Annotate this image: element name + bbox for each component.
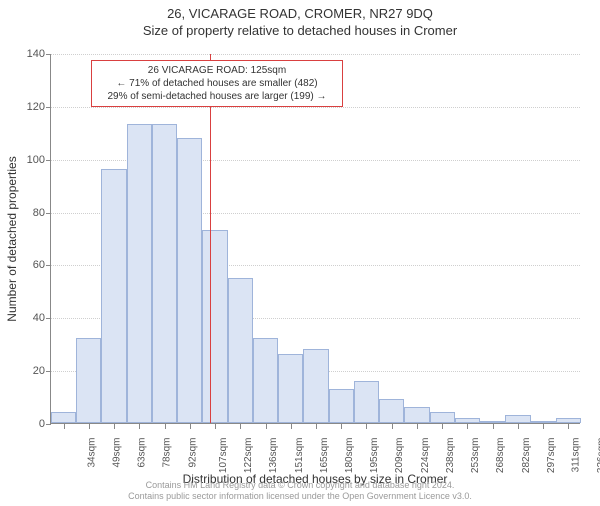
y-axis-label: Number of detached properties: [5, 156, 19, 321]
ytick-label: 120: [15, 101, 45, 113]
xtick-mark: [266, 424, 267, 429]
histogram-bar: [152, 124, 177, 423]
property-callout: 26 VICARAGE ROAD: 125sqm← 71% of detache…: [91, 60, 343, 107]
callout-line: 29% of semi-detached houses are larger (…: [98, 90, 336, 103]
xtick-mark: [240, 424, 241, 429]
xtick-mark: [139, 424, 140, 429]
property-marker-line: [210, 54, 211, 423]
histogram-bar: [101, 169, 126, 423]
histogram-bar: [480, 421, 505, 423]
histogram-bar: [51, 412, 76, 423]
histogram-bar: [354, 381, 379, 423]
histogram-bar: [430, 412, 455, 423]
xtick-mark: [64, 424, 65, 429]
histogram-bar: [177, 138, 202, 423]
ytick-mark: [46, 424, 51, 425]
histogram-bar: [556, 418, 581, 423]
xtick-mark: [316, 424, 317, 429]
histogram-bar: [505, 415, 530, 423]
histogram-bar: [455, 418, 480, 423]
ytick-label: 40: [15, 312, 45, 324]
histogram-bar: [127, 124, 152, 423]
xtick-mark: [114, 424, 115, 429]
xtick-label: 326sqm: [596, 438, 600, 474]
xtick-mark: [89, 424, 90, 429]
xtick-mark: [442, 424, 443, 429]
xtick-label: 107sqm: [218, 438, 229, 474]
xtick-label: 253sqm: [470, 438, 481, 474]
ytick-mark: [46, 160, 51, 161]
xtick-label: 238sqm: [445, 438, 456, 474]
histogram-bar: [379, 399, 404, 423]
xtick-label: 136sqm: [268, 438, 279, 474]
footer-attribution: Contains HM Land Registry data © Crown c…: [0, 480, 600, 503]
xtick-mark: [291, 424, 292, 429]
xtick-label: 282sqm: [521, 438, 532, 474]
xtick-mark: [568, 424, 569, 429]
xtick-label: 49sqm: [111, 438, 122, 468]
histogram-bar: [404, 407, 429, 423]
xtick-label: 78sqm: [162, 438, 173, 468]
xtick-mark: [341, 424, 342, 429]
ytick-mark: [46, 265, 51, 266]
xtick-mark: [467, 424, 468, 429]
xtick-label: 224sqm: [420, 438, 431, 474]
callout-line: 26 VICARAGE ROAD: 125sqm: [98, 64, 336, 77]
histogram-bar: [76, 338, 101, 423]
ytick-label: 20: [15, 365, 45, 377]
ytick-mark: [46, 371, 51, 372]
xtick-mark: [165, 424, 166, 429]
title-sub: Size of property relative to detached ho…: [0, 23, 600, 38]
xtick-label: 268sqm: [496, 438, 507, 474]
xtick-label: 165sqm: [319, 438, 330, 474]
footer-line1: Contains HM Land Registry data © Crown c…: [0, 480, 600, 491]
xtick-label: 180sqm: [344, 438, 355, 474]
xtick-label: 209sqm: [395, 438, 406, 474]
footer-line2: Contains public sector information licen…: [0, 491, 600, 502]
ytick-mark: [46, 107, 51, 108]
ytick-label: 80: [15, 207, 45, 219]
ytick-label: 140: [15, 48, 45, 60]
ytick-mark: [46, 54, 51, 55]
ytick-mark: [46, 213, 51, 214]
title-main: 26, VICARAGE ROAD, CROMER, NR27 9DQ: [0, 6, 600, 21]
ytick-mark: [46, 318, 51, 319]
ytick-label: 60: [15, 259, 45, 271]
xtick-mark: [190, 424, 191, 429]
xtick-mark: [543, 424, 544, 429]
ytick-label: 0: [15, 418, 45, 430]
xtick-mark: [518, 424, 519, 429]
histogram-chart: 02040608010012014034sqm49sqm63sqm78sqm92…: [50, 54, 580, 424]
xtick-label: 92sqm: [187, 438, 198, 468]
histogram-bar: [303, 349, 328, 423]
xtick-label: 151sqm: [294, 438, 305, 474]
xtick-label: 34sqm: [86, 438, 97, 468]
histogram-bar: [531, 421, 556, 423]
histogram-bar: [329, 389, 354, 423]
histogram-bar: [253, 338, 278, 423]
xtick-label: 195sqm: [369, 438, 380, 474]
callout-line: ← 71% of detached houses are smaller (48…: [98, 77, 336, 90]
xtick-label: 311sqm: [570, 438, 581, 473]
xtick-mark: [215, 424, 216, 429]
plot-area: 02040608010012014034sqm49sqm63sqm78sqm92…: [50, 54, 580, 424]
xtick-mark: [417, 424, 418, 429]
xtick-label: 122sqm: [243, 438, 254, 474]
xtick-label: 297sqm: [546, 438, 557, 474]
histogram-bar: [202, 230, 227, 423]
xtick-label: 63sqm: [137, 438, 148, 468]
xtick-mark: [493, 424, 494, 429]
histogram-bar: [278, 354, 303, 423]
histogram-bar: [228, 278, 253, 423]
gridline: [51, 54, 580, 55]
ytick-label: 100: [15, 154, 45, 166]
xtick-mark: [392, 424, 393, 429]
xtick-mark: [366, 424, 367, 429]
